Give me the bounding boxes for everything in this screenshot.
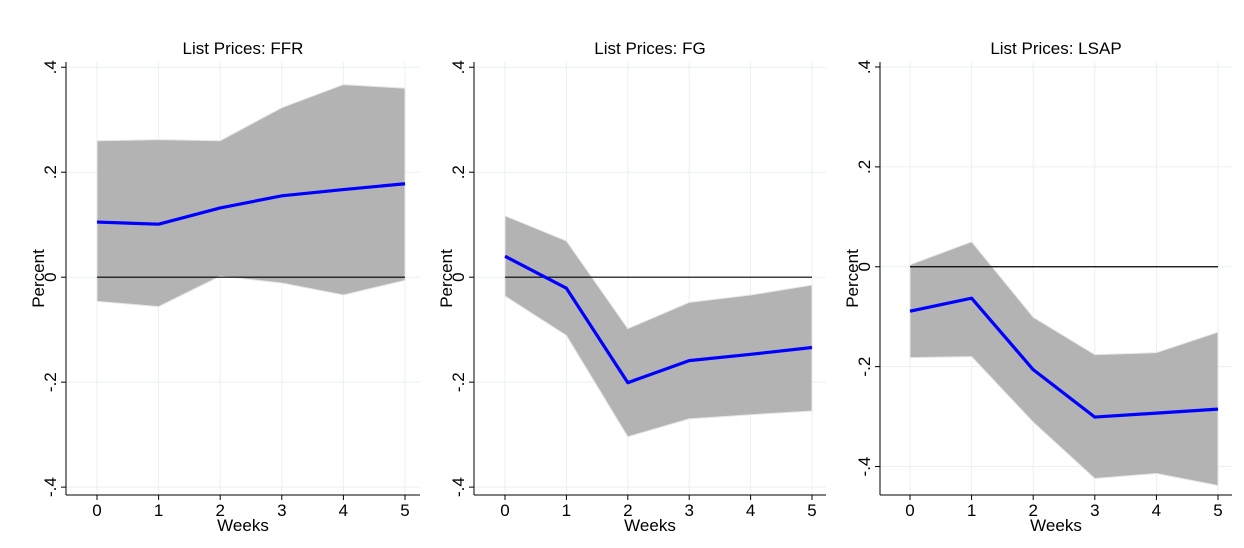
x-tick-label: 3 — [1090, 501, 1099, 520]
panel: -.4 -.2 0 .2 .4 0 1 2 3 4 5 Weeks Percent List Prices… — [843, 39, 1232, 535]
y-tick-label: .2 — [41, 165, 60, 179]
x-tick-label: 1 — [967, 501, 976, 520]
y-tick-label: 0 — [41, 272, 60, 281]
chart-title: List Prices: FFR — [183, 39, 304, 58]
estimate-line — [909, 296, 1219, 419]
x-axis-label: Weeks — [624, 516, 676, 535]
x-tick-label: 5 — [400, 501, 409, 520]
x-tick-label: 2 — [1028, 501, 1037, 520]
estimate-line — [504, 254, 813, 385]
estimate-line — [96, 182, 406, 226]
chart-title: List Prices: FG — [594, 39, 705, 58]
x-tick-label: 0 — [500, 501, 509, 520]
y-tick-label: 0 — [855, 262, 874, 271]
confidence-band — [909, 241, 1219, 487]
y-axis-label: Percent — [843, 249, 862, 308]
y-tick-label: -.2 — [449, 372, 468, 392]
y-tick-label: .2 — [855, 160, 874, 174]
y-tick-label: -.4 — [449, 477, 468, 497]
x-tick-label: 4 — [1152, 501, 1161, 520]
y-axis-label: Percent — [437, 249, 456, 308]
x-tick-label: 0 — [92, 501, 101, 520]
x-tick-label: 4 — [746, 501, 755, 520]
y-tick-label: -.4 — [41, 477, 60, 497]
y-tick-label: .4 — [449, 60, 468, 74]
y-tick-label: .4 — [855, 60, 874, 74]
y-tick-label: 0 — [449, 272, 468, 281]
x-tick-label: 0 — [905, 501, 914, 520]
x-axis-label: Weeks — [1030, 516, 1082, 535]
x-tick-label: 1 — [562, 501, 571, 520]
x-tick-label: 4 — [339, 501, 348, 520]
x-tick-label: 5 — [1213, 501, 1222, 520]
confidence-band — [96, 84, 406, 308]
y-axis-label: Percent — [29, 249, 48, 308]
y-tick-label: .4 — [41, 60, 60, 74]
x-tick-label: 1 — [154, 501, 163, 520]
x-tick-label: 2 — [215, 501, 224, 520]
x-tick-label: 3 — [684, 501, 693, 520]
x-tick-label: 5 — [807, 501, 816, 520]
x-axis-label: Weeks — [217, 516, 269, 535]
x-tick-label: 3 — [277, 501, 286, 520]
chart-title: List Prices: LSAP — [990, 39, 1121, 58]
y-tick-label: -.2 — [855, 357, 874, 377]
x-tick-label: 2 — [623, 501, 632, 520]
panel: -.4 -.2 0 .2 .4 0 1 2 3 4 5 Weeks Percent List Prices… — [437, 39, 826, 535]
panel: -.4 -.2 0 .2 .4 0 1 2 3 4 5 Weeks Percent List Prices… — [29, 39, 420, 535]
y-tick-label: -.4 — [855, 457, 874, 477]
y-tick-label: .2 — [449, 165, 468, 179]
confidence-band — [504, 215, 813, 438]
y-tick-label: -.2 — [41, 372, 60, 392]
